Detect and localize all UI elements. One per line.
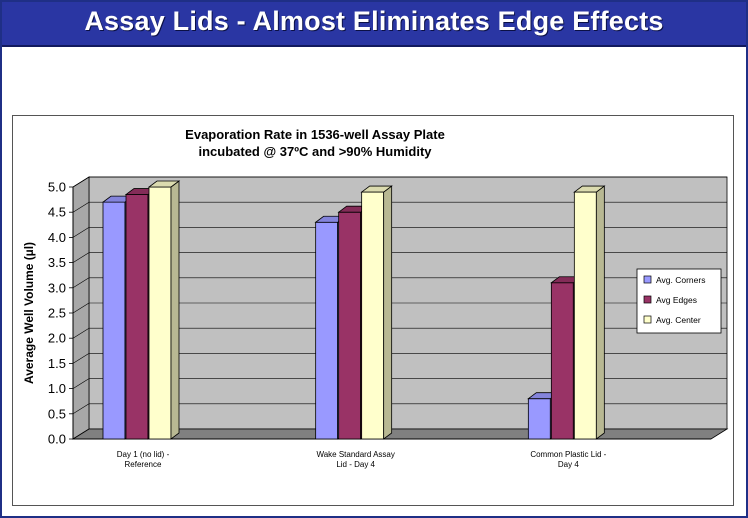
category-label: Lid - Day 4	[336, 460, 375, 469]
gridline-side	[72, 378, 90, 389]
y-tick-label: 4.5	[48, 205, 66, 220]
legend-swatch	[643, 315, 652, 324]
bar	[147, 180, 181, 440]
y-tick-label: 3.0	[48, 280, 66, 295]
axes	[69, 186, 711, 440]
gridline-side	[72, 403, 90, 415]
gridline-side	[72, 176, 90, 188]
slide-title: Assay Lids - Almost Eliminates Edge Effe…	[84, 6, 664, 36]
bar	[360, 185, 393, 440]
legend-swatch	[643, 295, 652, 304]
chart-title: Evaporation Rate in 1536-well Assay Plat…	[185, 127, 445, 159]
legend-entry: Avg. Center	[656, 315, 701, 325]
y-tick-label: 1.0	[48, 381, 66, 396]
y-tick-label: 5.0	[48, 180, 66, 195]
y-axis-label: Average Well Volume (µl)	[22, 242, 36, 384]
legend-entry: Avg Edges	[656, 295, 697, 305]
category-label: Wake Standard Assay	[316, 450, 394, 459]
gridline-side	[72, 327, 90, 339]
y-tick-label: 0.5	[48, 406, 66, 421]
title-bar: Assay Lids - Almost Eliminates Edge Effe…	[2, 2, 746, 47]
category-labels: Day 1 (no lid) -Reference Wake Standard A…	[117, 450, 607, 469]
y-tick-label: 0.0	[48, 432, 66, 447]
gridline-side	[72, 252, 90, 263]
legend: Avg. Corners Avg Edges Avg. Center	[636, 268, 722, 334]
evaporation-chart: 0.0 0.5 1.0 1.5 2.0 2.5 3.0 3.5 4.0 4.5 5.0 Day 1 …	[22, 127, 729, 469]
gridline-side	[72, 353, 90, 364]
category-label: Day 1 (no lid) -	[117, 450, 170, 459]
legend-swatch	[643, 275, 652, 284]
gridline-side	[72, 302, 90, 314]
chart-title-line: incubated @ 37ºC and >90% Humidity	[198, 144, 432, 159]
y-tick-label: 1.5	[48, 356, 66, 371]
gridline-side	[72, 227, 90, 238]
gridlines	[72, 176, 727, 415]
chart-frame: 0.0 0.5 1.0 1.5 2.0 2.5 3.0 3.5 4.0 4.5 5.0 Day 1 …	[12, 115, 734, 506]
category-label: Reference	[125, 460, 162, 469]
y-axis-label-text: Average Well Volume (µl)	[22, 242, 36, 384]
bar	[573, 185, 606, 440]
gridline-side	[72, 277, 90, 289]
chart-title-line: Evaporation Rate in 1536-well Assay Plat…	[185, 127, 445, 142]
y-tick-label: 2.5	[48, 306, 66, 321]
bars	[101, 180, 606, 440]
y-tick-labels: 0.0 0.5 1.0 1.5 2.0 2.5 3.0 3.5 4.0 4.5 5.0	[48, 180, 66, 447]
y-tick-label: 4.0	[48, 230, 66, 245]
category-label: Day 4	[558, 460, 579, 469]
y-tick-label: 3.5	[48, 255, 66, 270]
category-label: Common Plastic Lid -	[530, 450, 606, 459]
y-tick-label: 2.0	[48, 331, 66, 346]
legend-entry: Avg. Corners	[656, 275, 705, 285]
gridline-side	[72, 201, 90, 213]
